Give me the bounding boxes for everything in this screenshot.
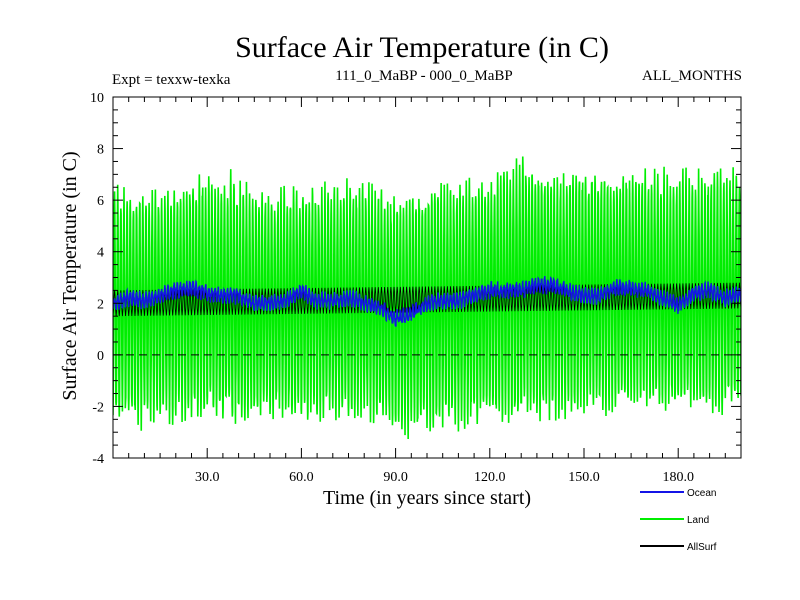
x-axis-label: Time (in years since start) (323, 487, 531, 509)
series-ocean-line (113, 275, 741, 327)
y-tick-label: 6 (97, 194, 104, 209)
legend-label-ocean: Ocean (687, 488, 716, 499)
y-axis-label: Surface Air Temperature (in C) (59, 151, 81, 400)
y-tick-label: 10 (90, 91, 104, 106)
y-tick-label: 2 (97, 297, 104, 312)
chart-subtitle-center: 111_0_MaBP - 000_0_MaBP (335, 68, 513, 84)
legend: Ocean Land AllSurf (640, 488, 717, 553)
chart-subtitle-left: Expt = texxw-texka (112, 72, 231, 88)
y-tick-label: 0 (97, 349, 104, 364)
legend-label-allsurf: AllSurf (687, 542, 717, 553)
chart-subtitle-right: ALL_MONTHS (642, 68, 742, 84)
legend-label-land: Land (687, 515, 709, 526)
y-tick-label: 8 (97, 143, 104, 158)
x-tick-label: 90.0 (383, 470, 408, 485)
x-tick-label: 60.0 (289, 470, 314, 485)
x-tick-label: 180.0 (662, 470, 694, 485)
x-tick-label: 120.0 (474, 470, 506, 485)
series-land-line (113, 156, 741, 440)
chart-title: Surface Air Temperature (in C) (235, 31, 609, 64)
y-tick-label: 4 (97, 246, 104, 261)
ticks-layer: 30.0 60.0 90.0 120.0 150.0 180.0 -4 -2 0 2 4 6 8 10 (90, 91, 741, 485)
x-tick-label: 150.0 (568, 470, 600, 485)
x-tick-label: 30.0 (195, 470, 220, 485)
series-layer (113, 156, 741, 440)
y-tick-label: -4 (92, 452, 104, 467)
y-tick-label: -2 (92, 400, 104, 415)
